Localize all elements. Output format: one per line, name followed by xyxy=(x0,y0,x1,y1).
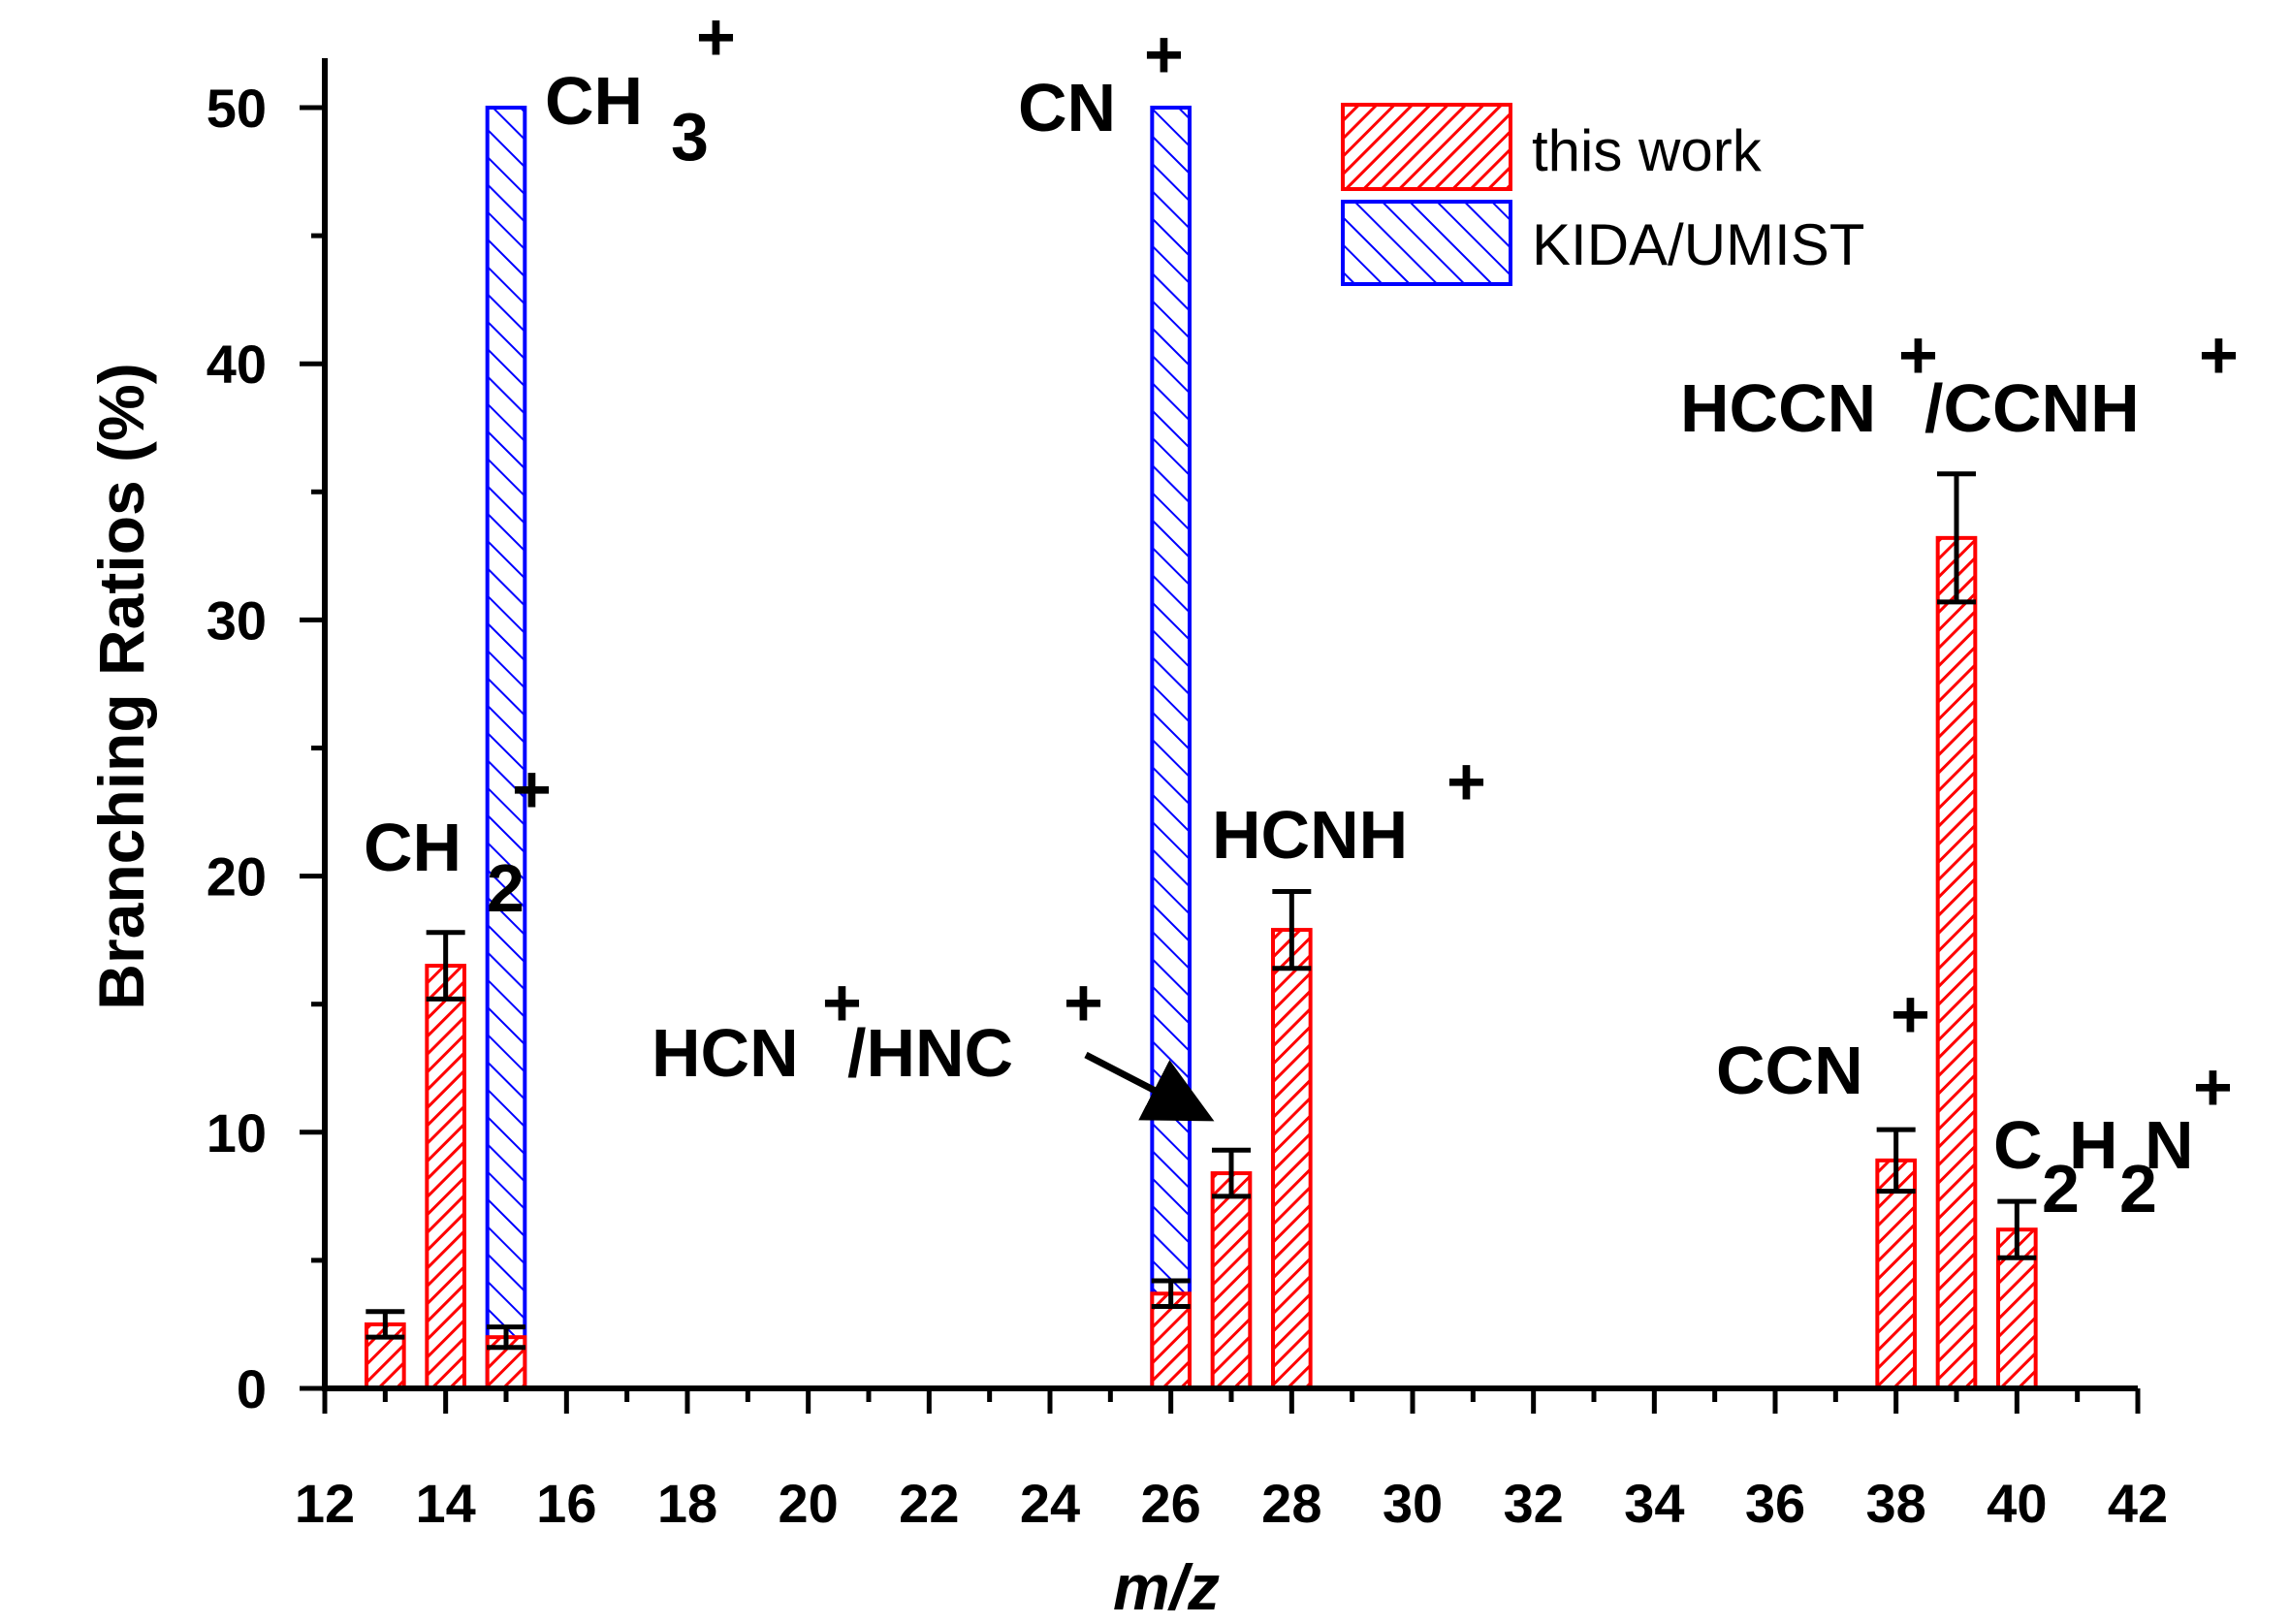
svg-text:CH: CH xyxy=(545,63,643,139)
svg-text:+: + xyxy=(822,965,862,1040)
bars-layer xyxy=(365,106,2038,1391)
svg-text:/CCNH: /CCNH xyxy=(1924,370,2140,446)
x-tick-label-32: 32 xyxy=(1504,1473,1564,1534)
svg-text:+: + xyxy=(1898,317,1938,393)
bar-this-work-mz-38 xyxy=(1875,1158,1917,1391)
y-tick-label-50: 50 xyxy=(207,78,267,139)
axes xyxy=(300,58,2141,1414)
svg-text:CN: CN xyxy=(1018,70,1116,145)
error-bars-layer xyxy=(366,471,2037,1351)
legend-label-this-work: this work xyxy=(1532,118,1763,183)
bar-kida-umist-mz-26 xyxy=(1150,106,1192,1390)
svg-text:CCN: CCN xyxy=(1716,1033,1863,1108)
x-tick-label-12: 12 xyxy=(295,1473,355,1534)
bar-this-work-mz-27 xyxy=(1210,1171,1253,1391)
svg-text:+: + xyxy=(1144,16,1184,92)
svg-text:/HNC: /HNC xyxy=(847,1015,1013,1091)
annotation-arrow xyxy=(1084,1051,1215,1122)
svg-text:C: C xyxy=(1993,1107,2043,1183)
y-tick-label-10: 10 xyxy=(207,1102,267,1163)
x-tick-label-14: 14 xyxy=(416,1473,476,1534)
svg-text:+: + xyxy=(2193,1049,2233,1125)
legend-swatch-this-work xyxy=(1341,103,1512,191)
y-tick-label-20: 20 xyxy=(207,846,267,908)
svg-text:2: 2 xyxy=(2042,1151,2080,1226)
legend: this work KIDA/UMIST xyxy=(1341,103,1864,286)
y-tick-label-40: 40 xyxy=(207,334,267,395)
annotation-ch3: CH 3 + xyxy=(545,0,736,175)
x-tick-label-22: 22 xyxy=(899,1473,959,1534)
annotation-hcn-hnc: HCN + /HNC + xyxy=(652,965,1215,1122)
annotation-ccn: CCN + xyxy=(1716,976,1930,1108)
svg-text:N: N xyxy=(2145,1107,2194,1183)
bar-this-work-mz-39 xyxy=(1935,535,1978,1390)
x-tick-label-24: 24 xyxy=(1020,1473,1080,1534)
legend-label-kida-umist: KIDA/UMIST xyxy=(1532,212,1864,277)
y-tick-label-0: 0 xyxy=(237,1358,267,1419)
x-tick-label-40: 40 xyxy=(1987,1473,2047,1534)
svg-text:+: + xyxy=(2199,317,2239,393)
svg-text:HCCN: HCCN xyxy=(1680,370,1876,446)
annotation-c2h2n: C 2 H 2 N + xyxy=(1993,1049,2233,1226)
y-axis-title: Branching Ratios (%) xyxy=(85,363,157,1009)
annotation-hcnh: HCNH + xyxy=(1212,744,1486,873)
x-tick-label-34: 34 xyxy=(1624,1473,1684,1534)
x-tick-label-36: 36 xyxy=(1745,1473,1805,1534)
bar-kida-umist-mz-15 xyxy=(485,106,527,1390)
svg-text:+: + xyxy=(696,0,736,75)
svg-text:+: + xyxy=(512,751,552,827)
svg-text:HCN: HCN xyxy=(652,1015,799,1091)
x-tick-label-20: 20 xyxy=(779,1473,839,1534)
x-axis-title: m/z xyxy=(1113,1551,1220,1619)
svg-text:H: H xyxy=(2069,1107,2118,1183)
svg-text:3: 3 xyxy=(671,99,709,175)
y-tick-label-30: 30 xyxy=(207,589,267,651)
tick-labels: 12 14 16 18 20 22 24 26 28 30 32 34 36 38 40 4201020304… xyxy=(207,78,2168,1534)
svg-text:2: 2 xyxy=(487,850,525,926)
bar-this-work-mz-28 xyxy=(1271,928,1313,1390)
legend-swatch-kida-umist xyxy=(1341,200,1512,286)
annotations: CH 3 + CH 2 + CN + HCNH + HCN + /HNC + H… xyxy=(364,0,2239,1226)
svg-text:CH: CH xyxy=(364,810,461,885)
svg-text:+: + xyxy=(1891,976,1930,1052)
annotation-hccn-ccnh: HCCN + /CCNH + xyxy=(1680,317,2239,446)
svg-text:+: + xyxy=(1064,965,1103,1040)
x-tick-label-28: 28 xyxy=(1261,1473,1321,1534)
x-tick-label-16: 16 xyxy=(536,1473,596,1534)
x-tick-label-38: 38 xyxy=(1866,1473,1926,1534)
svg-text:2: 2 xyxy=(2119,1151,2157,1226)
svg-text:HCNH: HCNH xyxy=(1212,797,1408,873)
annotation-ch2: CH 2 + xyxy=(364,751,552,926)
svg-text:+: + xyxy=(1447,744,1486,819)
x-tick-label-30: 30 xyxy=(1383,1473,1443,1534)
x-tick-label-18: 18 xyxy=(657,1473,717,1534)
x-tick-label-26: 26 xyxy=(1141,1473,1201,1534)
x-tick-label-42: 42 xyxy=(2108,1473,2168,1534)
annotation-cn: CN + xyxy=(1018,16,1184,145)
bar-this-work-mz-14 xyxy=(425,964,466,1390)
